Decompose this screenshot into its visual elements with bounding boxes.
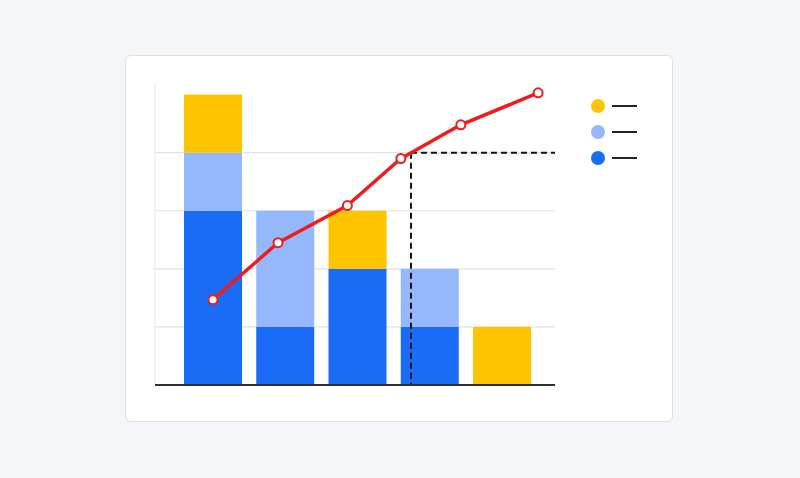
line-marker (209, 295, 218, 304)
bar-segment (473, 327, 531, 385)
legend-swatch (591, 99, 605, 113)
bar-segment (401, 269, 459, 327)
bar-segment (256, 327, 314, 385)
bar-segment (329, 211, 387, 269)
bar-segment (401, 327, 459, 385)
line-marker (456, 120, 465, 129)
y-axis-line (155, 83, 156, 385)
bar-segment (256, 210, 314, 211)
legend-dash (612, 105, 637, 107)
legend-dash (612, 131, 637, 133)
reference-line-horizontal (411, 152, 555, 154)
line-marker (343, 201, 352, 210)
bar-segment (329, 269, 387, 385)
legend-dash (612, 157, 637, 159)
bar-segment (184, 95, 242, 153)
chart (0, 0, 800, 478)
bar-segment (184, 211, 242, 385)
bar-segment (401, 268, 459, 269)
line-marker (274, 238, 283, 247)
line-marker (534, 88, 543, 97)
bar-segment (184, 153, 242, 211)
reference-line-vertical (410, 153, 412, 385)
legend-swatch (591, 151, 605, 165)
legend-swatch (591, 125, 605, 139)
marks (184, 88, 555, 385)
cumulative-line (213, 93, 538, 300)
x-axis-line (155, 384, 555, 386)
line-marker (396, 154, 405, 163)
